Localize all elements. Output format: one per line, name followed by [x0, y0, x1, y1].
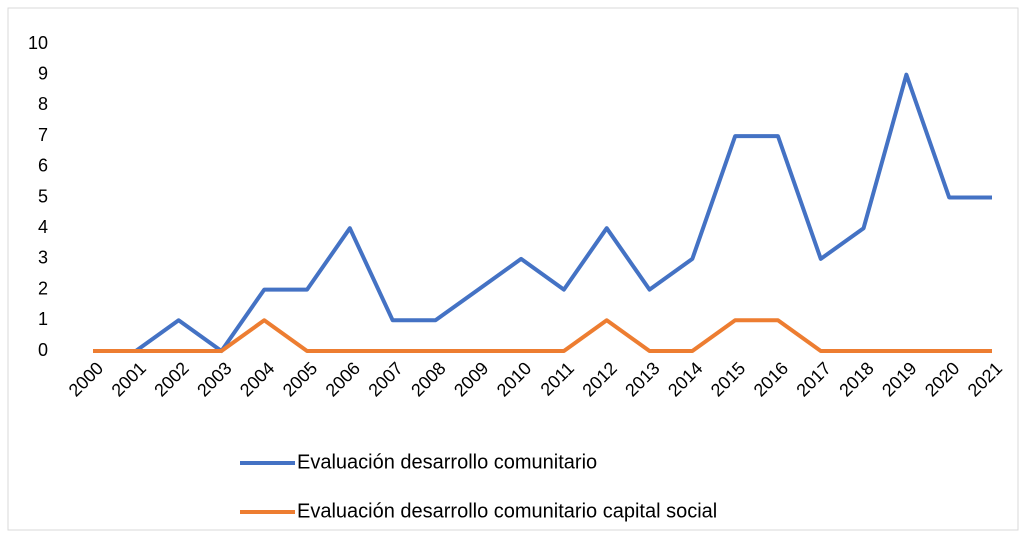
y-tick-label: 8: [38, 94, 48, 114]
y-tick-label: 10: [28, 33, 48, 53]
y-tick-label: 0: [38, 340, 48, 360]
y-tick-label: 1: [38, 309, 48, 329]
series-line: [93, 72, 992, 353]
series-line: [93, 318, 992, 353]
y-tick-label: 6: [38, 156, 48, 176]
y-tick-label: 2: [38, 278, 48, 298]
y-tick-label: 7: [38, 125, 48, 145]
y-tick-label: 4: [38, 217, 48, 237]
legend-label: Evaluación desarrollo comunitario: [297, 451, 597, 473]
y-tick-label: 3: [38, 248, 48, 268]
y-tick-label: 9: [38, 63, 48, 83]
y-tick-label: 5: [38, 186, 48, 206]
chart-border: [7, 7, 1019, 531]
legend-label: Evaluación desarrollo comunitario capita…: [297, 500, 717, 522]
